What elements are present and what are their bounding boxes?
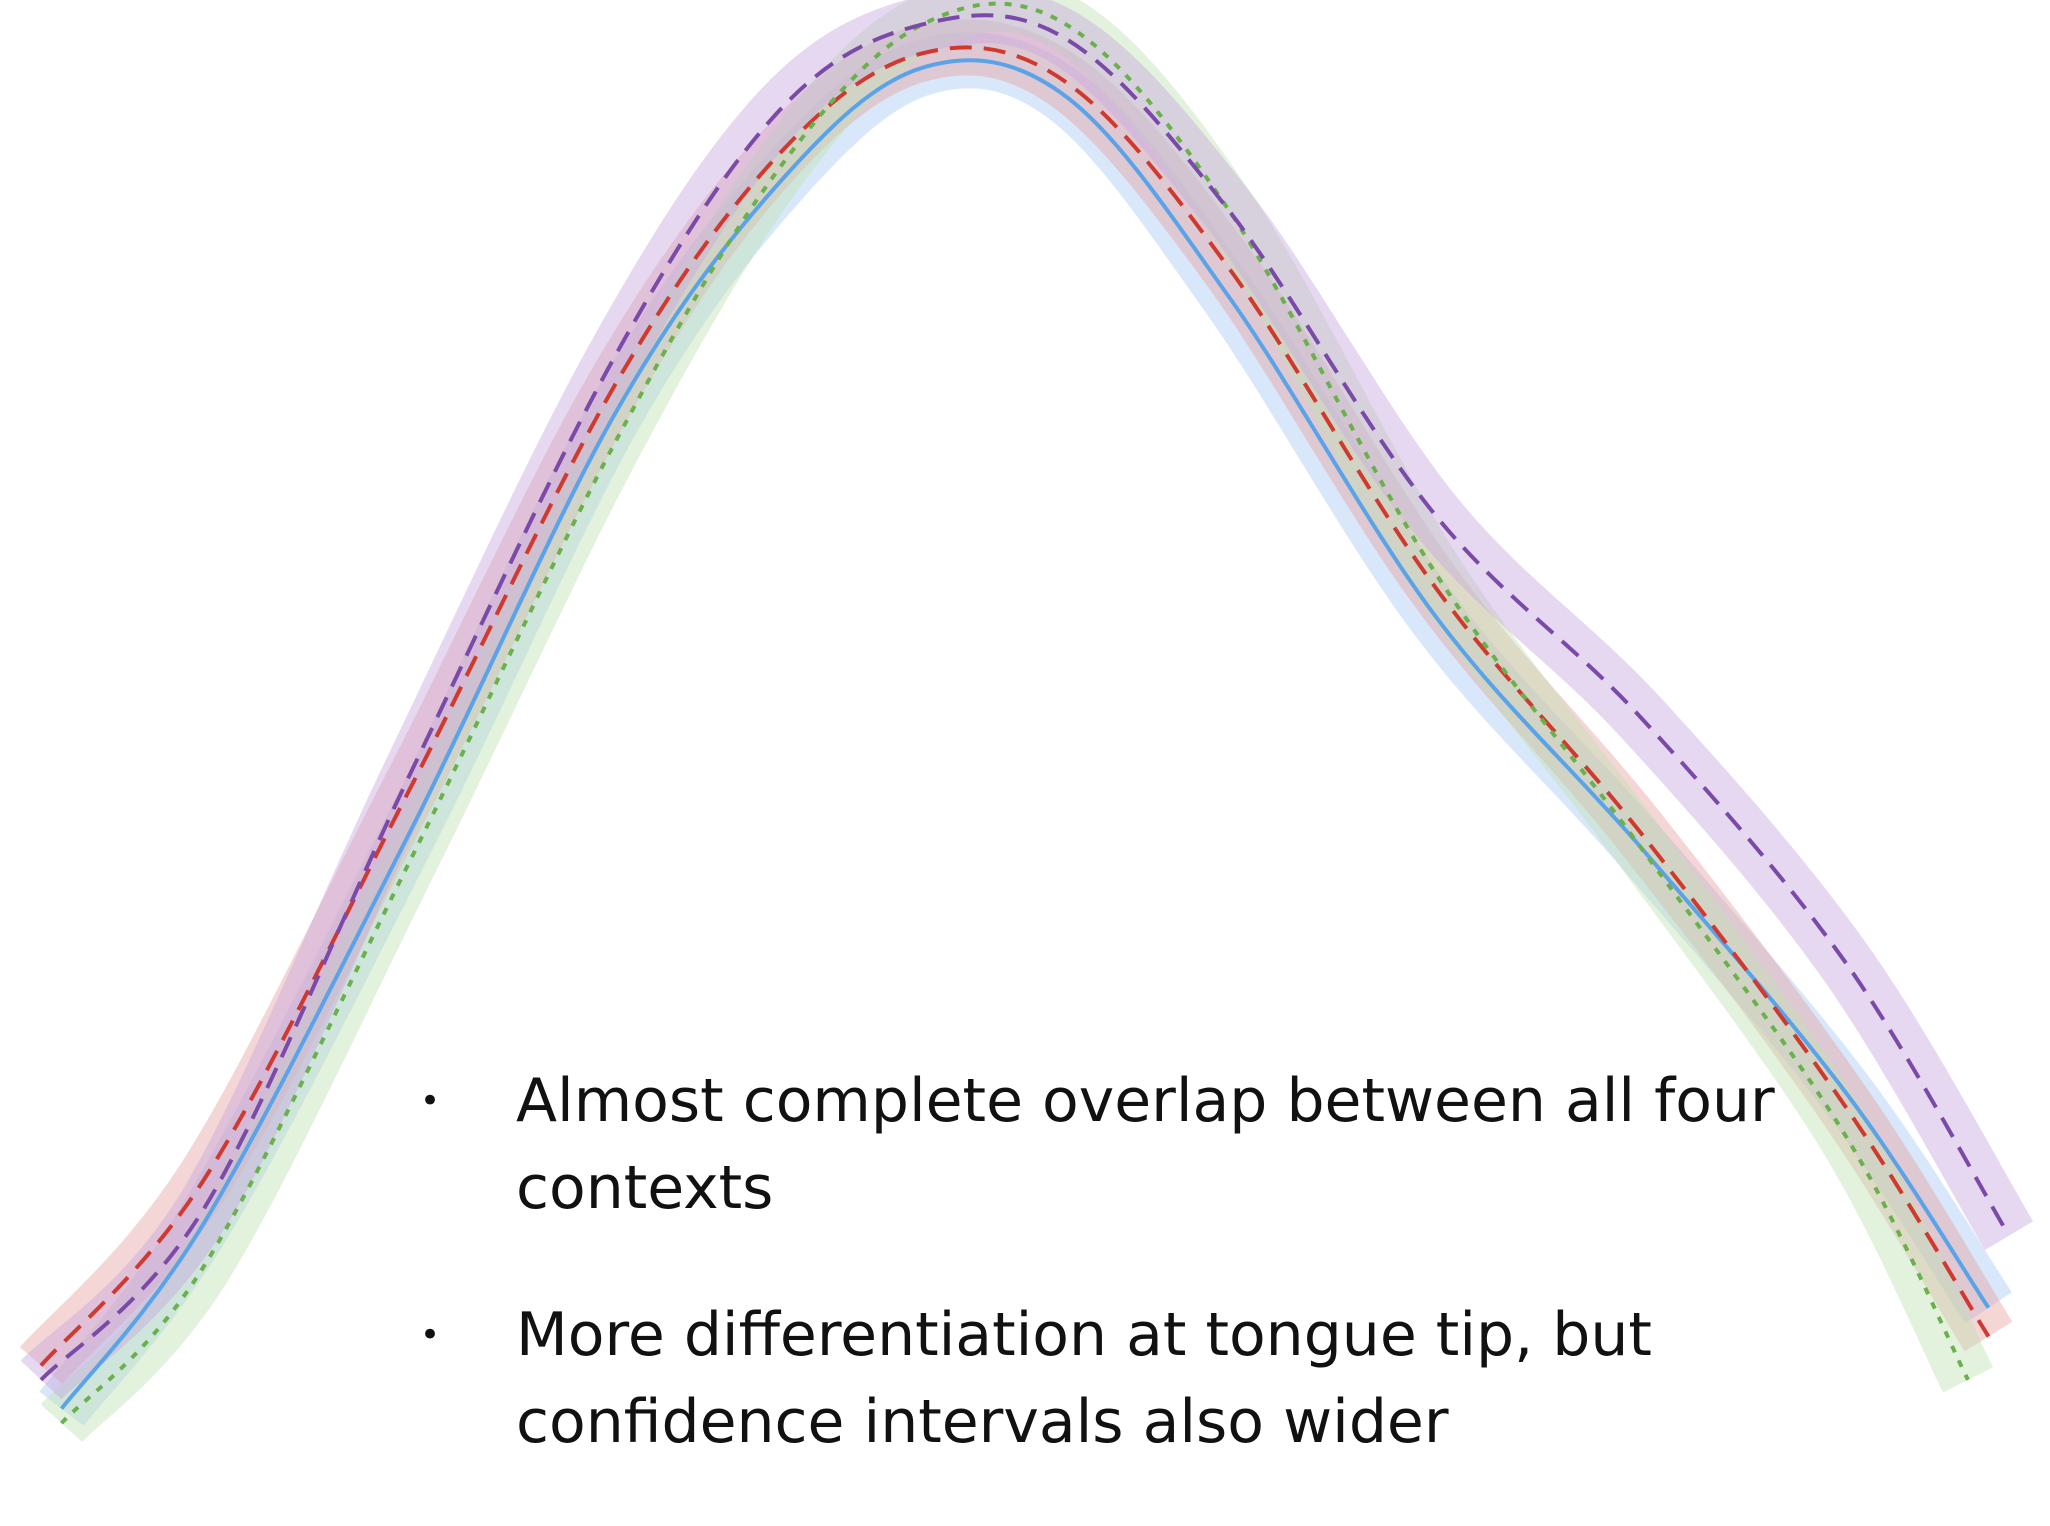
series-line-1 (59, 58, 1991, 1410)
series-line-3 (60, 1, 1970, 1425)
bullet-dot: • (420, 1081, 441, 1121)
bullet-item-overlap: • Almost complete overlap between all fo… (420, 1058, 1780, 1232)
tongue-contour-chart (19, 0, 2034, 1443)
bullet-dot: • (420, 1315, 441, 1355)
series-lines (39, 1, 2011, 1425)
series-line-4 (39, 13, 2011, 1382)
bullet-list: • Almost complete overlap between all fo… (420, 1058, 1780, 1526)
bullet-item-differentiation: • More differentiation at tongue tip, bu… (420, 1292, 1780, 1466)
series-line-2 (39, 45, 1991, 1367)
bullet-text: More differentiation at tongue tip, but … (516, 1300, 1652, 1457)
bullet-text: Almost complete overlap between all four… (516, 1066, 1775, 1223)
